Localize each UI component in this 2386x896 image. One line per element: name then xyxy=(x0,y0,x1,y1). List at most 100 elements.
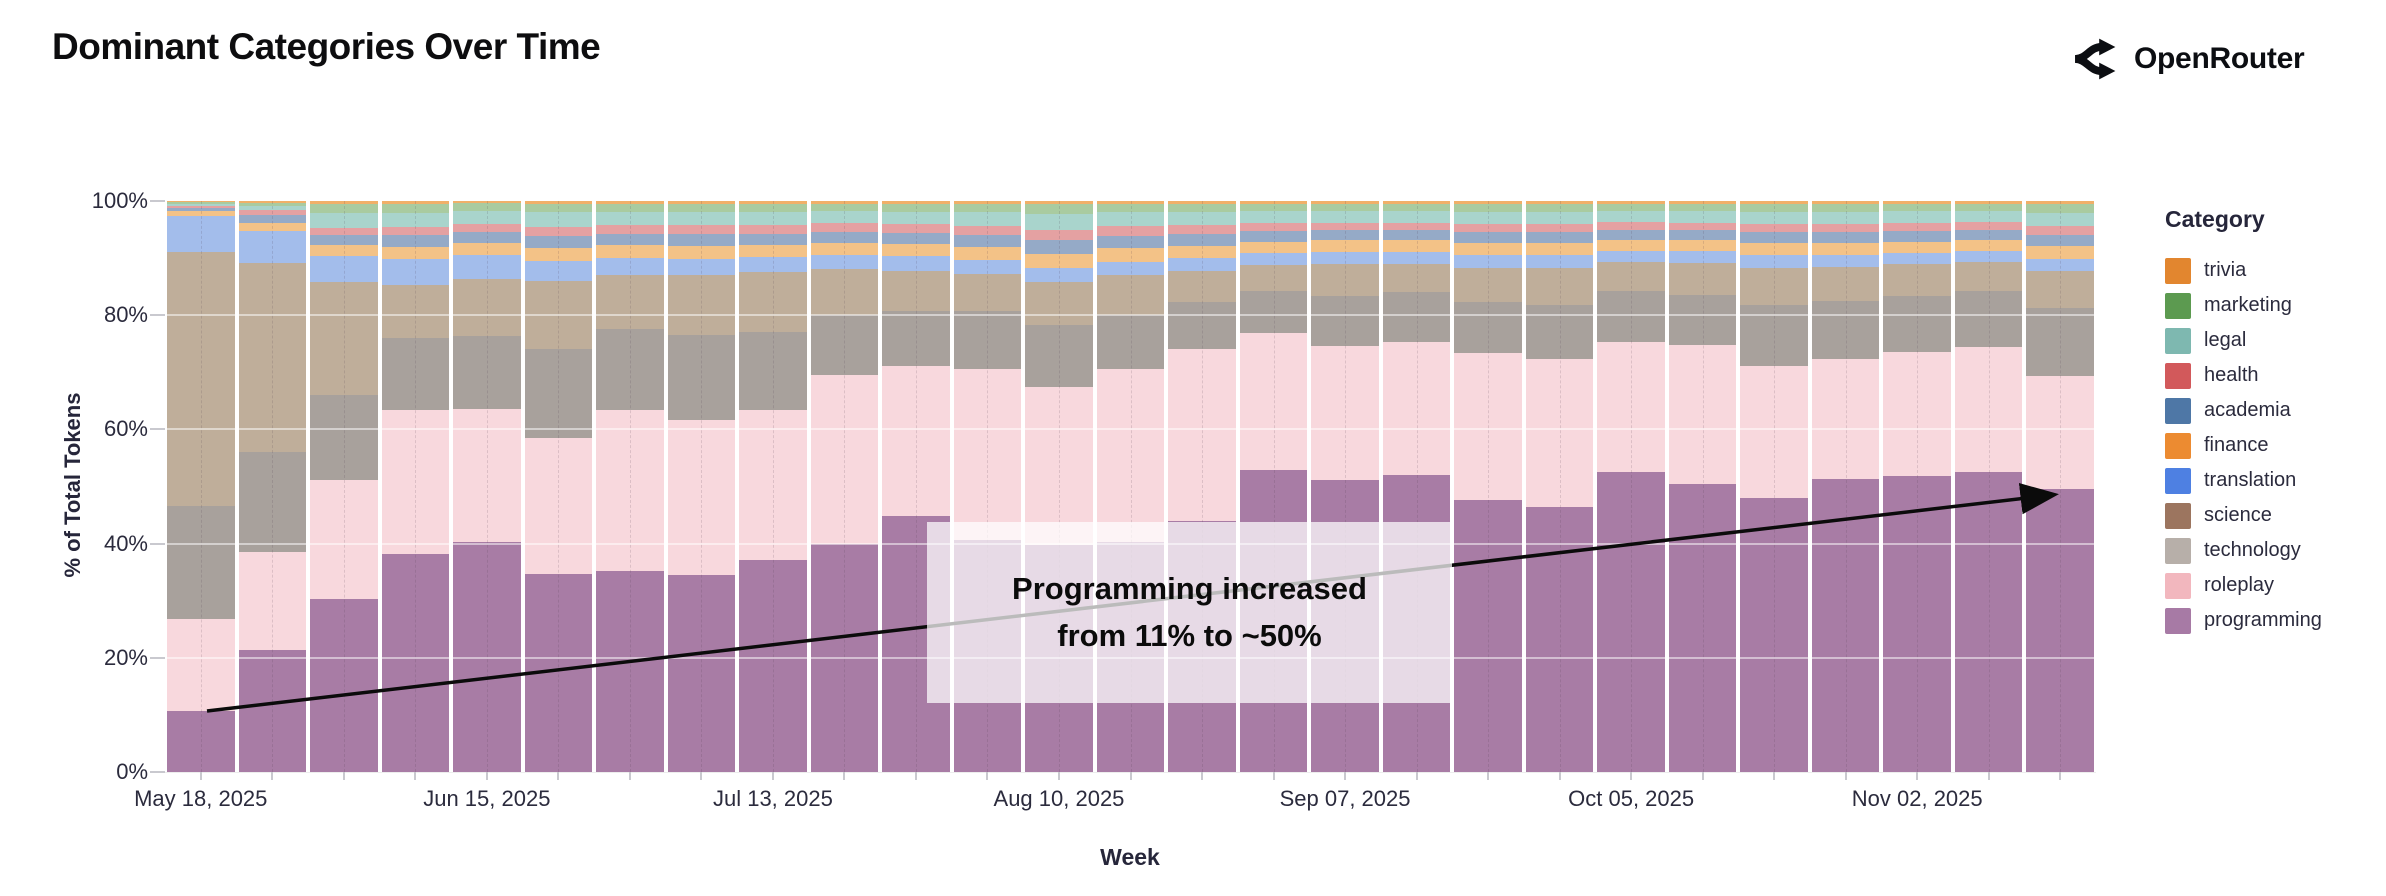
segment-academia xyxy=(310,234,378,245)
segment-health xyxy=(1525,223,1594,232)
segment-legal xyxy=(1454,211,1522,224)
segment-science xyxy=(1668,263,1737,295)
openrouter-brand[interactable]: OpenRouter xyxy=(2072,36,2305,82)
legend-swatch-trivia xyxy=(2165,257,2191,284)
segment-trivia xyxy=(1239,201,1308,204)
segment-health xyxy=(1740,223,1808,233)
segment-science xyxy=(953,274,1022,312)
segment-translation xyxy=(1454,255,1522,268)
legend-swatch-technology xyxy=(2165,537,2191,564)
legend: Category trivia marketing legal health acade… xyxy=(2165,206,2322,638)
segment-trivia xyxy=(2026,201,2094,204)
segment-translation xyxy=(1239,253,1308,265)
x-tick xyxy=(843,772,846,780)
segment-programming xyxy=(1668,483,1737,772)
segment-roleplay xyxy=(1239,333,1308,471)
segment-trivia xyxy=(810,201,879,204)
segment-marketing xyxy=(739,203,807,212)
segment-finance xyxy=(882,244,950,257)
segment-roleplay xyxy=(1811,358,1880,479)
segment-legal xyxy=(1525,211,1594,224)
segment-legal xyxy=(524,212,593,227)
x-tick-label: Jul 13, 2025 xyxy=(712,786,833,811)
segment-finance xyxy=(1811,243,1880,256)
legend-item-science: science xyxy=(2165,498,2322,533)
x-tick xyxy=(628,772,631,780)
segment-legal xyxy=(1883,211,1951,223)
segment-roleplay xyxy=(524,437,593,574)
x-tick xyxy=(199,772,202,780)
segment-legal xyxy=(1311,211,1379,223)
segment-health xyxy=(739,224,807,234)
x-tick xyxy=(271,772,274,780)
x-tick xyxy=(557,772,560,780)
segment-trivia xyxy=(953,201,1022,204)
segment-marketing xyxy=(810,203,879,212)
segment-finance xyxy=(381,246,450,260)
x-tick-label: Sep 07, 2025 xyxy=(1279,786,1411,811)
segment-translation xyxy=(1811,255,1880,268)
segment-health xyxy=(310,227,378,235)
segment-science xyxy=(1954,262,2023,291)
segment-science xyxy=(2026,271,2094,309)
segment-finance xyxy=(1382,240,1451,252)
x-tick-label: Aug 10, 2025 xyxy=(993,786,1125,811)
segment-roleplay xyxy=(1096,368,1165,542)
segment-roleplay xyxy=(2026,376,2094,490)
segment-academia xyxy=(167,208,235,212)
segment-academia xyxy=(667,234,736,247)
legend-swatch-roleplay xyxy=(2165,572,2191,599)
segment-roleplay xyxy=(1954,346,2023,473)
segment-health xyxy=(1025,229,1093,240)
segment-programming xyxy=(1883,475,1951,772)
segment-finance xyxy=(596,245,664,259)
segment-translation xyxy=(1740,255,1808,268)
segment-academia xyxy=(1382,230,1451,241)
segment-technology xyxy=(524,349,593,438)
segment-health xyxy=(1382,222,1451,231)
segment-technology xyxy=(381,337,450,410)
bar-week-Oct 05, 2025 xyxy=(1597,201,1665,772)
segment-finance xyxy=(2026,246,2094,259)
legend-label: programming xyxy=(2204,609,2322,631)
segment-trivia xyxy=(1883,201,1951,204)
segment-technology xyxy=(1168,301,1236,349)
segment-academia xyxy=(1168,233,1236,246)
x-tick xyxy=(1201,772,1204,780)
segment-technology xyxy=(1382,292,1451,342)
segment-finance xyxy=(1025,253,1093,269)
segment-marketing xyxy=(238,202,307,206)
bar-week-Jun 22, 2025 xyxy=(524,201,593,772)
segment-legal xyxy=(667,211,736,225)
segment-technology xyxy=(882,310,950,366)
segment-marketing xyxy=(596,203,664,212)
segment-programming xyxy=(1954,472,2023,772)
segment-marketing xyxy=(167,202,235,204)
segment-legal xyxy=(810,211,879,224)
segment-programming xyxy=(810,543,879,772)
segment-academia xyxy=(882,232,950,245)
segment-science xyxy=(524,280,593,350)
segment-health xyxy=(1883,222,1951,231)
x-tick xyxy=(1558,772,1561,780)
x-tick xyxy=(700,772,703,780)
segment-academia xyxy=(1025,239,1093,254)
legend-item-health: health xyxy=(2165,358,2322,393)
bar-week-Oct 26, 2025 xyxy=(1811,201,1880,772)
bar-week-Jul 06, 2025 xyxy=(667,201,736,772)
x-tick xyxy=(2059,772,2062,780)
segment-translation xyxy=(167,215,235,253)
legend-item-translation: translation xyxy=(2165,463,2322,498)
segment-marketing xyxy=(882,203,950,212)
openrouter-brand-label: OpenRouter xyxy=(2134,42,2305,75)
segment-health xyxy=(2026,226,2094,235)
bar-week-May 18, 2025 xyxy=(167,201,235,772)
x-tick xyxy=(1987,772,1990,780)
segment-health xyxy=(667,224,736,235)
segment-science xyxy=(882,270,950,311)
segment-roleplay xyxy=(167,619,235,711)
segment-legal xyxy=(238,205,307,211)
segment-translation xyxy=(953,260,1022,275)
y-tick xyxy=(150,656,165,659)
bar-week-Jul 20, 2025 xyxy=(810,201,879,772)
